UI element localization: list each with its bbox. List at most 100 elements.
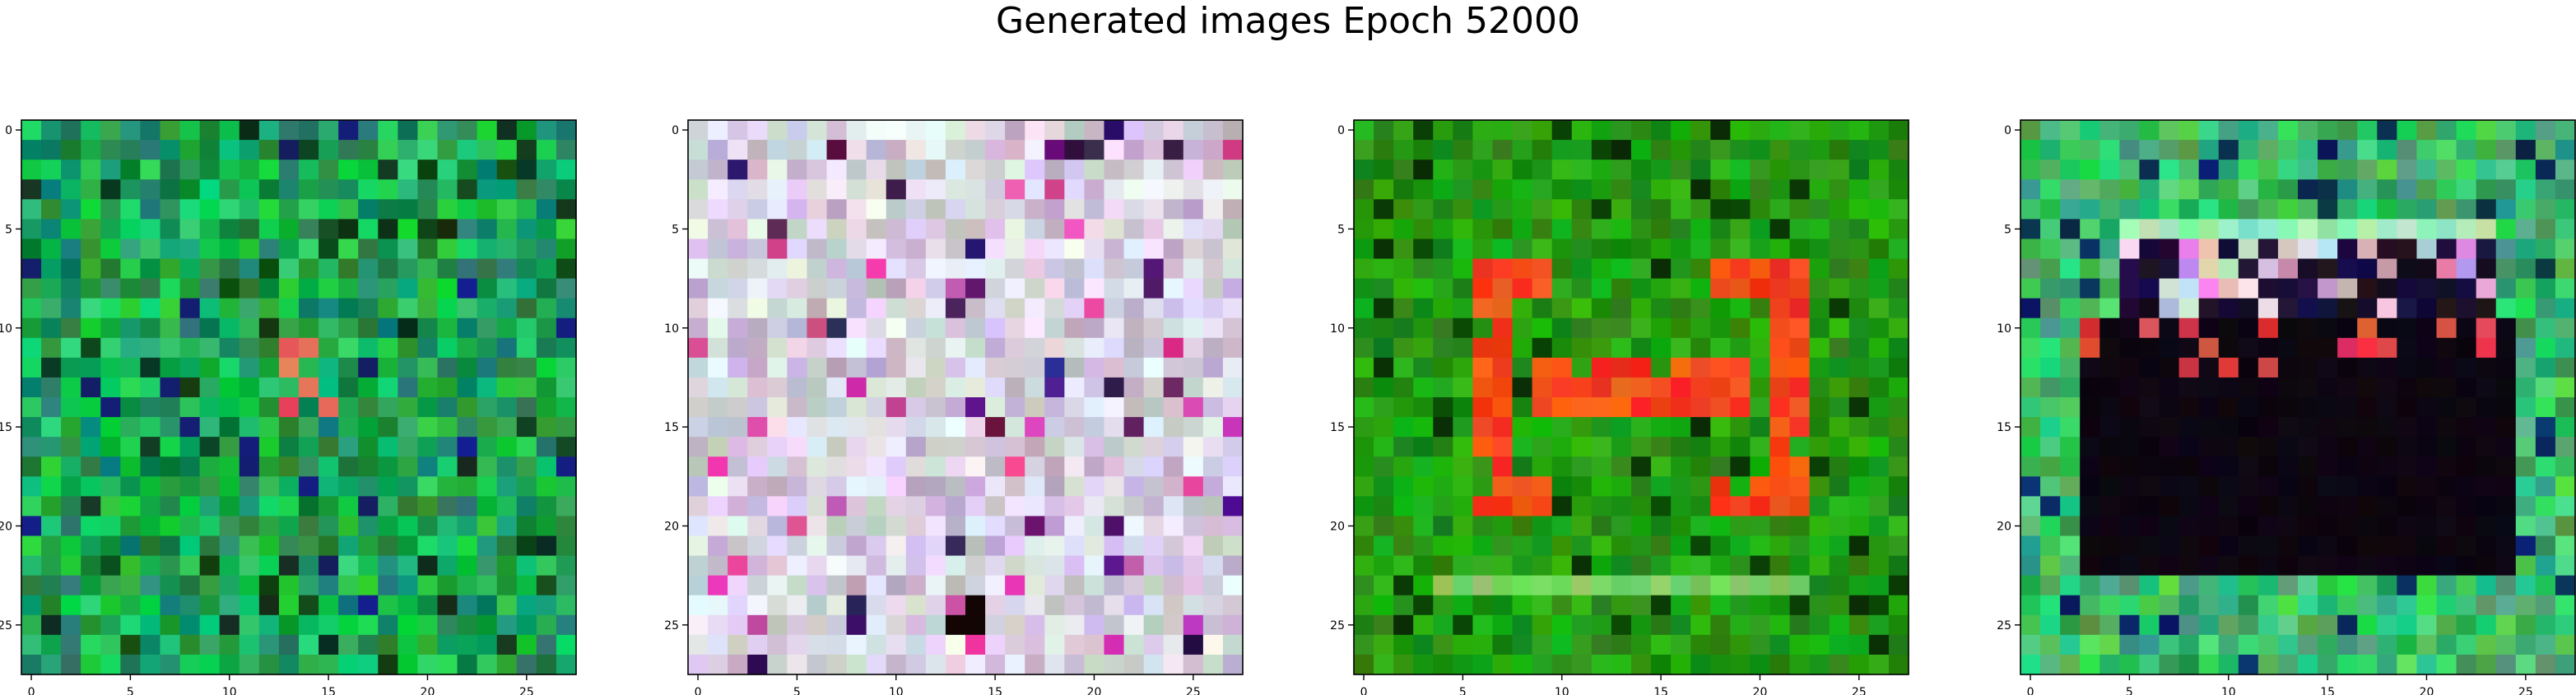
image-pixel: [965, 357, 986, 378]
image-pixel: [219, 437, 240, 457]
image-pixel: [826, 595, 848, 616]
image-pixel: [1104, 258, 1125, 280]
image-pixel: [457, 516, 478, 537]
image-pixel: [1433, 535, 1453, 557]
image-pixel: [1750, 337, 1771, 359]
image-pixel: [2139, 337, 2160, 359]
image-pixel: [516, 140, 537, 160]
image-pixel: [2476, 278, 2497, 299]
image-pixel: [2535, 357, 2556, 378]
image-pixel: [61, 476, 81, 497]
image-pixel: [2318, 575, 2338, 596]
image-pixel: [437, 140, 458, 160]
image-pixel: [2515, 199, 2536, 220]
image-pixel: [2178, 555, 2200, 577]
image-pixel: [2456, 575, 2477, 596]
image-pixel: [2159, 140, 2180, 160]
image-pixel: [358, 377, 379, 398]
image-pixel: [496, 357, 518, 378]
image-pixel: [219, 654, 240, 675]
image-pixel: [905, 298, 927, 319]
image-pixel: [1769, 456, 1791, 477]
image-pixel: [846, 179, 867, 200]
image-pixel: [1104, 317, 1125, 339]
image-pixel: [1222, 278, 1244, 299]
image-pixel: [2159, 357, 2180, 378]
image-pixel: [378, 199, 398, 220]
image-pixel: [2456, 317, 2477, 339]
image-pixel: [1183, 417, 1204, 438]
image-pixel: [2218, 535, 2239, 557]
image-pixel: [826, 614, 848, 636]
image-pixel: [2277, 535, 2299, 557]
image-pixel: [536, 476, 557, 497]
image-pixel: [925, 555, 946, 577]
image-pixel: [1710, 239, 1731, 260]
image-pixel: [1005, 140, 1025, 160]
image-pixel: [278, 417, 300, 438]
image-pixel: [417, 337, 439, 359]
image-pixel: [2178, 516, 2200, 537]
image-pixel: [1868, 337, 1890, 359]
image-pixel: [846, 317, 867, 339]
image-pixel: [787, 120, 808, 141]
image-pixel: [1888, 614, 1909, 636]
image-pixel: [866, 258, 887, 280]
image-pixel: [1809, 298, 1830, 319]
image-pixel: [747, 199, 768, 220]
image-pixel: [826, 278, 848, 299]
image-pixel: [945, 634, 966, 656]
image-pixel: [2377, 160, 2397, 180]
image-pixel: [319, 397, 339, 418]
image-pixel: [1789, 555, 1811, 577]
image-pixel: [2535, 278, 2556, 299]
image-pixel: [437, 179, 458, 200]
image-pixel: [477, 357, 498, 378]
image-pixel: [1433, 258, 1453, 280]
image-pixel: [516, 614, 537, 636]
image-pixel: [846, 437, 867, 457]
image-pixel: [1472, 199, 1494, 220]
image-pixel: [747, 258, 768, 280]
image-pixel: [2416, 496, 2438, 517]
image-pixel: [1393, 278, 1414, 299]
image-pixel: [1064, 654, 1086, 675]
image-pixel: [787, 516, 808, 537]
image-pixel: [219, 317, 240, 339]
image-pixel: [417, 614, 439, 636]
image-pixel: [1591, 317, 1612, 339]
image-pixel: [1433, 595, 1453, 616]
image-pixel: [2397, 575, 2418, 596]
image-pixel: [708, 614, 728, 636]
image-pixel: [1848, 298, 1870, 319]
image-pixel: [1005, 456, 1025, 477]
image-pixel: [120, 140, 142, 160]
image-pixel: [747, 595, 768, 616]
image-pixel: [378, 160, 398, 180]
image-pixel: [2060, 219, 2081, 240]
image-pixel: [1591, 437, 1612, 457]
image-pixel: [457, 437, 478, 457]
image-pixel: [1551, 258, 1573, 280]
image-pixel: [1829, 397, 1850, 418]
image-pixel: [807, 654, 828, 675]
image-pixel: [556, 516, 577, 537]
image-pixel: [239, 516, 260, 537]
image-pixel: [1710, 357, 1731, 378]
image-pixel: [807, 634, 828, 656]
image-pixel: [1044, 634, 1065, 656]
image-pixel: [2198, 179, 2220, 200]
image-pixel: [965, 614, 986, 636]
image-pixel: [1025, 634, 1045, 656]
image-pixel: [2040, 219, 2061, 240]
image-pixel: [457, 357, 478, 378]
image-pixel: [2139, 258, 2160, 280]
image-pixel: [2555, 199, 2576, 220]
image-pixel: [2178, 278, 2200, 299]
image-pixel: [2099, 160, 2120, 180]
image-pixel: [477, 535, 498, 557]
x-tick-label: 15: [1653, 686, 1668, 695]
image-pixel: [807, 614, 828, 636]
image-pixel: [2555, 179, 2576, 200]
image-pixel: [1202, 535, 1224, 557]
